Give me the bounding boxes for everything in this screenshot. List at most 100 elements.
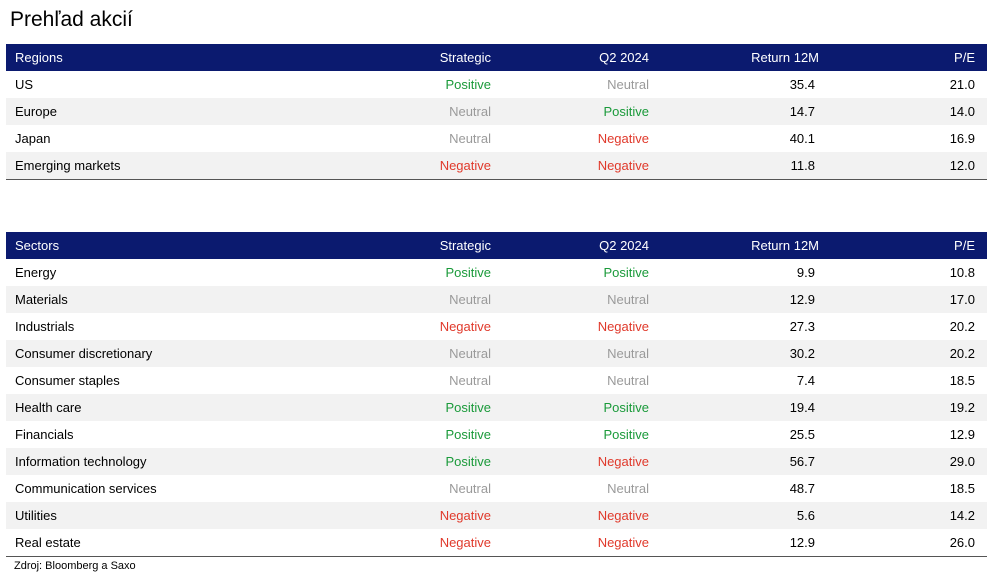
q2-rating-cell: Negative xyxy=(491,529,649,557)
strategic-rating-cell: Negative xyxy=(375,152,491,180)
table-row: Real estate Negative Negative 12.9 26.0 xyxy=(6,529,987,557)
row-name-cell: Industrials xyxy=(15,319,75,334)
column-header-strategic: Strategic xyxy=(439,50,491,65)
table-row: Communication services Neutral Neutral 48.7… xyxy=(6,475,987,502)
q2-rating-cell: Positive xyxy=(603,104,649,119)
strategic-rating-cell: Positive xyxy=(445,400,491,415)
row-name-cell: Consumer staples xyxy=(15,373,120,388)
strategic-rating-cell: Negative xyxy=(439,319,491,334)
strategic-rating-cell: Positive xyxy=(445,454,491,469)
column-header-strategic: Strategic xyxy=(439,238,491,253)
table-row: Health care Positive Positive 19.4 19.2 xyxy=(6,394,987,421)
table-header-row: Regions Strategic Q2 2024 Return 12M P/E xyxy=(6,44,987,71)
return-12m-cell: 7.4 xyxy=(796,373,815,388)
column-header-sectors: Sectors xyxy=(15,238,60,253)
row-name-cell: Emerging markets xyxy=(6,152,375,180)
strategic-rating-cell: Neutral xyxy=(449,104,491,119)
q2-rating-cell: Negative xyxy=(491,152,649,180)
table-row: Materials Neutral Neutral 12.9 17.0 xyxy=(6,286,987,313)
q2-rating-cell: Negative xyxy=(597,319,649,334)
return-12m-cell: 27.3 xyxy=(789,319,815,334)
regions-table-body: US Positive Neutral 35.4 21.0 Europe Neutral Po… xyxy=(6,71,987,180)
pe-cell: 20.2 xyxy=(949,346,975,361)
row-name-cell: US xyxy=(15,77,34,92)
q2-rating-cell: Negative xyxy=(597,131,649,146)
table-row: Energy Positive Positive 9.9 10.8 xyxy=(6,259,987,286)
table-header-row: Sectors Strategic Q2 2024 Return 12M P/E xyxy=(6,232,987,259)
strategic-rating-cell: Neutral xyxy=(449,292,491,307)
row-name-cell: Utilities xyxy=(15,508,57,523)
pe-cell: 29.0 xyxy=(949,454,975,469)
table-row: Consumer discretionary Neutral Neutral 30.2… xyxy=(6,340,987,367)
pe-cell: 26.0 xyxy=(819,529,987,557)
return-12m-cell: 30.2 xyxy=(789,346,815,361)
table-row: Industrials Negative Negative 27.3 20.2 xyxy=(6,313,987,340)
column-header-pe: P/E xyxy=(954,238,975,253)
q2-rating-cell: Negative xyxy=(597,454,649,469)
strategic-rating-cell: Positive xyxy=(445,427,491,442)
q2-rating-cell: Negative xyxy=(597,508,649,523)
q2-rating-cell: Positive xyxy=(603,427,649,442)
pe-cell: 12.9 xyxy=(949,427,975,442)
strategic-rating-cell: Negative xyxy=(439,508,491,523)
pe-cell: 14.0 xyxy=(949,104,975,119)
row-name-cell: Energy xyxy=(15,265,57,280)
row-name-cell: Materials xyxy=(15,292,68,307)
pe-cell: 12.0 xyxy=(819,152,987,180)
pe-cell: 19.2 xyxy=(949,400,975,415)
table-row: Information technology Positive Negative 56… xyxy=(6,448,987,475)
return-12m-cell: 5.6 xyxy=(796,508,815,523)
page-title: Prehľad akcií xyxy=(10,8,133,31)
pe-cell: 18.5 xyxy=(949,481,975,496)
q2-rating-cell: Neutral xyxy=(607,373,649,388)
strategic-rating-cell: Neutral xyxy=(449,346,491,361)
pe-cell: 16.9 xyxy=(949,131,975,146)
q2-rating-cell: Positive xyxy=(603,400,649,415)
column-header-q2-2024: Q2 2024 xyxy=(599,50,649,65)
return-12m-cell: 35.4 xyxy=(789,77,815,92)
row-name-cell: Communication services xyxy=(15,481,157,496)
strategic-rating-cell: Negative xyxy=(375,529,491,557)
pe-cell: 20.2 xyxy=(949,319,975,334)
table-row: Financials Positive Positive 25.5 12.9 xyxy=(6,421,987,448)
table-row: Europe Neutral Positive 14.7 14.0 xyxy=(6,98,987,125)
row-name-cell: Japan xyxy=(15,131,51,146)
row-name-cell: Europe xyxy=(15,104,57,119)
return-12m-cell: 40.1 xyxy=(789,131,815,146)
table-row: Utilities Negative Negative 5.6 14.2 xyxy=(6,502,987,529)
column-header-q2-2024: Q2 2024 xyxy=(599,238,649,253)
column-header-regions: Regions xyxy=(15,50,63,65)
pe-cell: 14.2 xyxy=(949,508,975,523)
pe-cell: 18.5 xyxy=(949,373,975,388)
q2-rating-cell: Neutral xyxy=(607,77,649,92)
pe-cell: 17.0 xyxy=(949,292,975,307)
table-row: US Positive Neutral 35.4 21.0 xyxy=(6,71,987,98)
return-12m-cell: 9.9 xyxy=(796,265,815,280)
strategic-rating-cell: Neutral xyxy=(449,481,491,496)
strategic-rating-cell: Positive xyxy=(445,265,491,280)
return-12m-cell: 12.9 xyxy=(649,529,819,557)
column-header-return-12m: Return 12M xyxy=(751,50,819,65)
q2-rating-cell: Neutral xyxy=(607,346,649,361)
strategic-rating-cell: Neutral xyxy=(449,373,491,388)
row-name-cell: Health care xyxy=(15,400,82,415)
sectors-table-body: Energy Positive Positive 9.9 10.8 Materials Ne… xyxy=(6,259,987,557)
strategic-rating-cell: Positive xyxy=(445,77,491,92)
return-12m-cell: 14.7 xyxy=(789,104,815,119)
row-name-cell: Real estate xyxy=(6,529,375,557)
pe-cell: 10.8 xyxy=(949,265,975,280)
pe-cell: 21.0 xyxy=(949,77,975,92)
return-12m-cell: 25.5 xyxy=(789,427,815,442)
q2-rating-cell: Neutral xyxy=(607,292,649,307)
return-12m-cell: 12.9 xyxy=(789,292,815,307)
row-name-cell: Financials xyxy=(15,427,74,442)
q2-rating-cell: Neutral xyxy=(607,481,649,496)
column-header-pe: P/E xyxy=(954,50,975,65)
q2-rating-cell: Positive xyxy=(603,265,649,280)
row-name-cell: Information technology xyxy=(15,454,147,469)
strategic-rating-cell: Neutral xyxy=(449,131,491,146)
sectors-table: Sectors Strategic Q2 2024 Return 12M P/E… xyxy=(6,232,987,557)
table-row: Emerging markets Negative Negative 11.8 12.0 xyxy=(6,152,987,180)
return-12m-cell: 56.7 xyxy=(789,454,815,469)
table-row: Japan Neutral Negative 40.1 16.9 xyxy=(6,125,987,152)
